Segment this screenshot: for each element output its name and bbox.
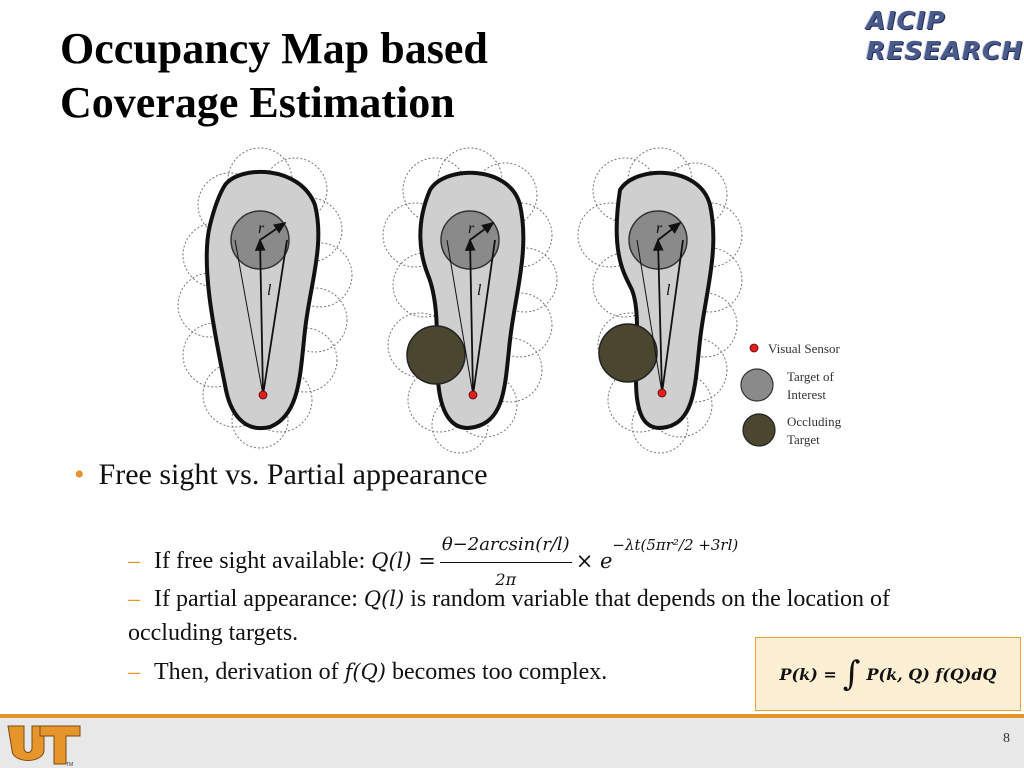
sub1-exponent: −λt(5πr²/2 +3rl) bbox=[612, 536, 739, 555]
legend-occluder-label-1: Occluding bbox=[787, 414, 842, 429]
legend-sensor-label: Visual Sensor bbox=[768, 341, 840, 356]
panel-partial-appearance-1: r l bbox=[382, 147, 558, 454]
legend-occluder-icon bbox=[742, 413, 776, 447]
dash-marker: – bbox=[128, 586, 140, 612]
sub1-times: × e bbox=[575, 549, 613, 574]
integral-symbol: ∫ bbox=[842, 654, 861, 694]
visual-sensor-dot bbox=[468, 390, 478, 400]
legend-target-label-2: Interest bbox=[787, 387, 826, 402]
slide-title: Occupancy Map based Coverage Estimation bbox=[60, 22, 488, 130]
university-logo-icon: TM bbox=[7, 725, 81, 768]
dash-marker: – bbox=[128, 659, 140, 685]
occluding-target bbox=[598, 323, 658, 383]
sub3-math: f(Q) bbox=[344, 660, 386, 684]
svg-text:TM: TM bbox=[66, 762, 73, 768]
formula-rhs: P(k, Q) f(Q)dQ bbox=[866, 664, 997, 684]
dash-marker: – bbox=[128, 548, 140, 575]
legend-target-label-1: Target of bbox=[787, 369, 835, 384]
sub1-text: If free sight available: bbox=[154, 548, 372, 575]
sub1-fraction: θ−2arcsin(r/l) 2π bbox=[439, 528, 572, 597]
figure-legend: Visual Sensor Target of Interest Occludi… bbox=[740, 341, 842, 447]
sub-bullet-derivation: – Then, derivation of f(Q) becomes too co… bbox=[128, 655, 607, 689]
bullet-main-text: Free sight vs. Partial appearance bbox=[98, 458, 488, 491]
aicip-research-logo: AICIP RESEARCH bbox=[866, 6, 1022, 72]
bullet-main: • Free sight vs. Partial appearance bbox=[74, 458, 488, 492]
sub3-pre: Then, derivation of bbox=[154, 659, 345, 685]
radius-label: r bbox=[656, 220, 663, 237]
sub1-denominator: 2π bbox=[495, 570, 517, 589]
legend-target-icon bbox=[740, 368, 774, 402]
logo-line-2: RESEARCH bbox=[866, 36, 1024, 65]
distance-label: l bbox=[267, 282, 272, 299]
sub3-post: becomes too complex. bbox=[385, 659, 608, 685]
sub-bullet-free-sight: – If free sight available: Q(l) = θ−2arcsi… bbox=[128, 528, 738, 597]
visual-sensor-dot bbox=[657, 388, 667, 398]
formula-lhs: P(k) = bbox=[779, 664, 837, 684]
logo-line-1: AICIP bbox=[866, 6, 946, 35]
formula-box: P(k) = ∫ P(k, Q) f(Q)dQ bbox=[755, 637, 1021, 711]
legend-occluder-label-2: Target bbox=[787, 432, 820, 447]
occupancy-map-figure: r l r l bbox=[177, 147, 842, 454]
title-line-2: Coverage Estimation bbox=[60, 78, 455, 127]
bullet-dot: • bbox=[74, 458, 85, 491]
radius-label: r bbox=[258, 220, 265, 237]
footer-bar bbox=[0, 718, 1024, 768]
title-line-1: Occupancy Map based bbox=[60, 24, 488, 73]
distance-label: l bbox=[477, 282, 482, 299]
footer-divider bbox=[0, 714, 1024, 718]
legend-sensor-icon bbox=[749, 343, 759, 353]
sub-bullet-partial: – If partial appearance: Q(l) is random v… bbox=[128, 582, 948, 650]
occluding-target bbox=[406, 325, 466, 385]
distance-label: l bbox=[666, 282, 671, 299]
visual-sensor-dot bbox=[258, 390, 268, 400]
panel-free-sight: r l bbox=[177, 147, 353, 449]
sub1-numerator: θ−2arcsin(r/l) bbox=[439, 528, 572, 563]
panel-partial-appearance-2: r l bbox=[577, 147, 743, 454]
sub2-post: is random variable that depends on the l… bbox=[128, 586, 891, 646]
page-number: 8 bbox=[1003, 731, 1010, 746]
sub2-math: Q(l) bbox=[363, 587, 405, 611]
sub1-lhs: Q(l) = bbox=[371, 549, 436, 574]
sub2-pre: If partial appearance: bbox=[154, 586, 364, 612]
radius-label: r bbox=[468, 220, 475, 237]
